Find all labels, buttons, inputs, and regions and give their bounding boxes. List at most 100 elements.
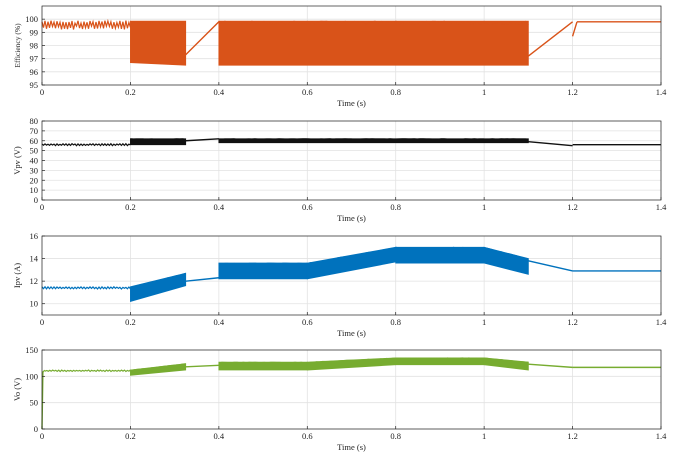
x-tick-label: 0.4 (214, 202, 225, 212)
trace-line (528, 260, 573, 272)
ripple-edge (218, 20, 529, 26)
y-tick-label: 12 (30, 276, 39, 286)
x-tick-label: 0 (40, 87, 44, 97)
ripple-edge (218, 361, 308, 364)
x-tick-label: 1.2 (567, 317, 578, 327)
y-tick-label: 0 (34, 195, 38, 205)
x-tick-label: 0 (40, 431, 44, 441)
y-tick-label: 95 (30, 80, 39, 90)
ripple-edge (218, 262, 308, 265)
axes-frame (41, 349, 662, 430)
x-tick-label: 0.4 (214, 431, 225, 441)
y-tick-label: 150 (25, 345, 38, 355)
trace-line (185, 364, 219, 368)
ripple-band (395, 357, 485, 366)
x-axis-label: Time (s) (337, 442, 366, 452)
y-tick-label: 96 (30, 67, 39, 77)
y-tick-label: 100 (25, 14, 38, 24)
x-tick-label: 1 (482, 202, 486, 212)
y-tick-label: 50 (30, 146, 39, 156)
x-tick-label: 1.4 (656, 317, 667, 327)
y-tick-label: 99 (30, 27, 39, 37)
ripple-edge (130, 21, 186, 26)
x-tick-label: 0.6 (302, 431, 313, 441)
plot-area (42, 236, 661, 315)
x-tick-label: 0.8 (390, 317, 401, 327)
y-tick-label: 98 (30, 41, 39, 51)
y-tick-label: 10 (30, 185, 39, 195)
ripple-band (218, 262, 308, 280)
x-axis-label: Time (s) (337, 328, 366, 338)
trace-line (571, 21, 578, 37)
y-tick-label: 100 (25, 371, 38, 381)
subplot-1: 0 0.2 0.4 0.6 0.8 1 1.2 1.4 95 96 97 98 99 100 Time (s… (13, 5, 667, 108)
x-tick-label: 0 (40, 317, 44, 327)
x-axis-label: Time (s) (337, 98, 366, 108)
ripple-edge (130, 272, 186, 289)
y-axis-label: Vo (V) (12, 378, 22, 401)
y-axis-label: Ipv (A) (12, 263, 22, 288)
series-2 (41, 138, 661, 147)
x-tick-label: 0.8 (390, 431, 401, 441)
x-tick-label: 0.6 (302, 202, 313, 212)
series-4 (41, 357, 661, 430)
ripple-edge (395, 246, 485, 250)
ripple-trace (41, 285, 131, 290)
ripple-edge (483, 247, 529, 260)
x-tick-label: 0.2 (125, 317, 136, 327)
ripple-edge (484, 357, 529, 363)
x-tick-label: 0.4 (214, 317, 225, 327)
x-tick-label: 0.6 (302, 87, 313, 97)
y-tick-label: 70 (30, 126, 39, 136)
y-tick-label: 40 (30, 156, 39, 166)
x-tick-label: 1.4 (656, 202, 667, 212)
y-tick-label: 97 (30, 54, 39, 64)
trace-line (528, 141, 573, 147)
x-tick-label: 0.6 (302, 317, 313, 327)
x-axis-label: Time (s) (337, 213, 366, 223)
series-3 (41, 246, 661, 302)
ripple-edge (307, 357, 396, 364)
y-tick-label: 16 (30, 231, 39, 241)
x-tick-label: 0.2 (125, 87, 136, 97)
ripple-edge (307, 247, 396, 265)
x-tick-label: 0.8 (390, 202, 401, 212)
ripple-edge (130, 363, 186, 371)
subplot-4: 0 0.2 0.4 0.6 0.8 1 1.2 1.4 0 50 100 150 Time (s) Vo … (12, 345, 667, 452)
trace-line (185, 21, 220, 56)
y-tick-label: 14 (30, 254, 39, 264)
ripple-band (218, 20, 529, 66)
y-axis-label: Efficiency (%) (13, 23, 22, 68)
subplot-3: 0 0.2 0.4 0.6 0.8 1 1.2 1.4 10 12 14 16 Time (s) Ipv … (12, 231, 667, 338)
x-tick-label: 0 (40, 202, 44, 212)
y-tick-label: 20 (30, 175, 39, 185)
y-tick-label: 30 (30, 165, 39, 175)
x-tick-label: 1 (482, 431, 486, 441)
x-tick-label: 0.2 (125, 431, 136, 441)
trace-line (528, 363, 573, 369)
y-tick-label: 0 (34, 424, 38, 434)
x-tick-label: 1.2 (567, 202, 578, 212)
trace-line (527, 21, 573, 57)
y-tick-label: 80 (30, 116, 39, 126)
x-tick-label: 1.2 (567, 431, 578, 441)
x-tick-label: 1.4 (656, 431, 667, 441)
ripple-edge (395, 357, 485, 359)
axes-frame (41, 235, 662, 316)
x-tick-label: 1 (482, 87, 486, 97)
x-tick-label: 0.4 (214, 87, 225, 97)
trace-line (185, 138, 219, 142)
ripple-trace (41, 18, 131, 31)
series-1 (41, 18, 661, 66)
y-axis-label: Vpv (V) (12, 146, 22, 175)
ripple-band (218, 361, 308, 371)
x-tick-label: 1.4 (656, 87, 667, 97)
ripple-trace (43, 369, 131, 373)
x-tick-label: 1 (482, 317, 486, 327)
y-tick-label: 50 (30, 398, 39, 408)
y-tick-label: 10 (30, 299, 39, 309)
x-tick-label: 0.2 (125, 202, 136, 212)
ripple-band (130, 20, 187, 66)
x-tick-label: 0.8 (390, 87, 401, 97)
